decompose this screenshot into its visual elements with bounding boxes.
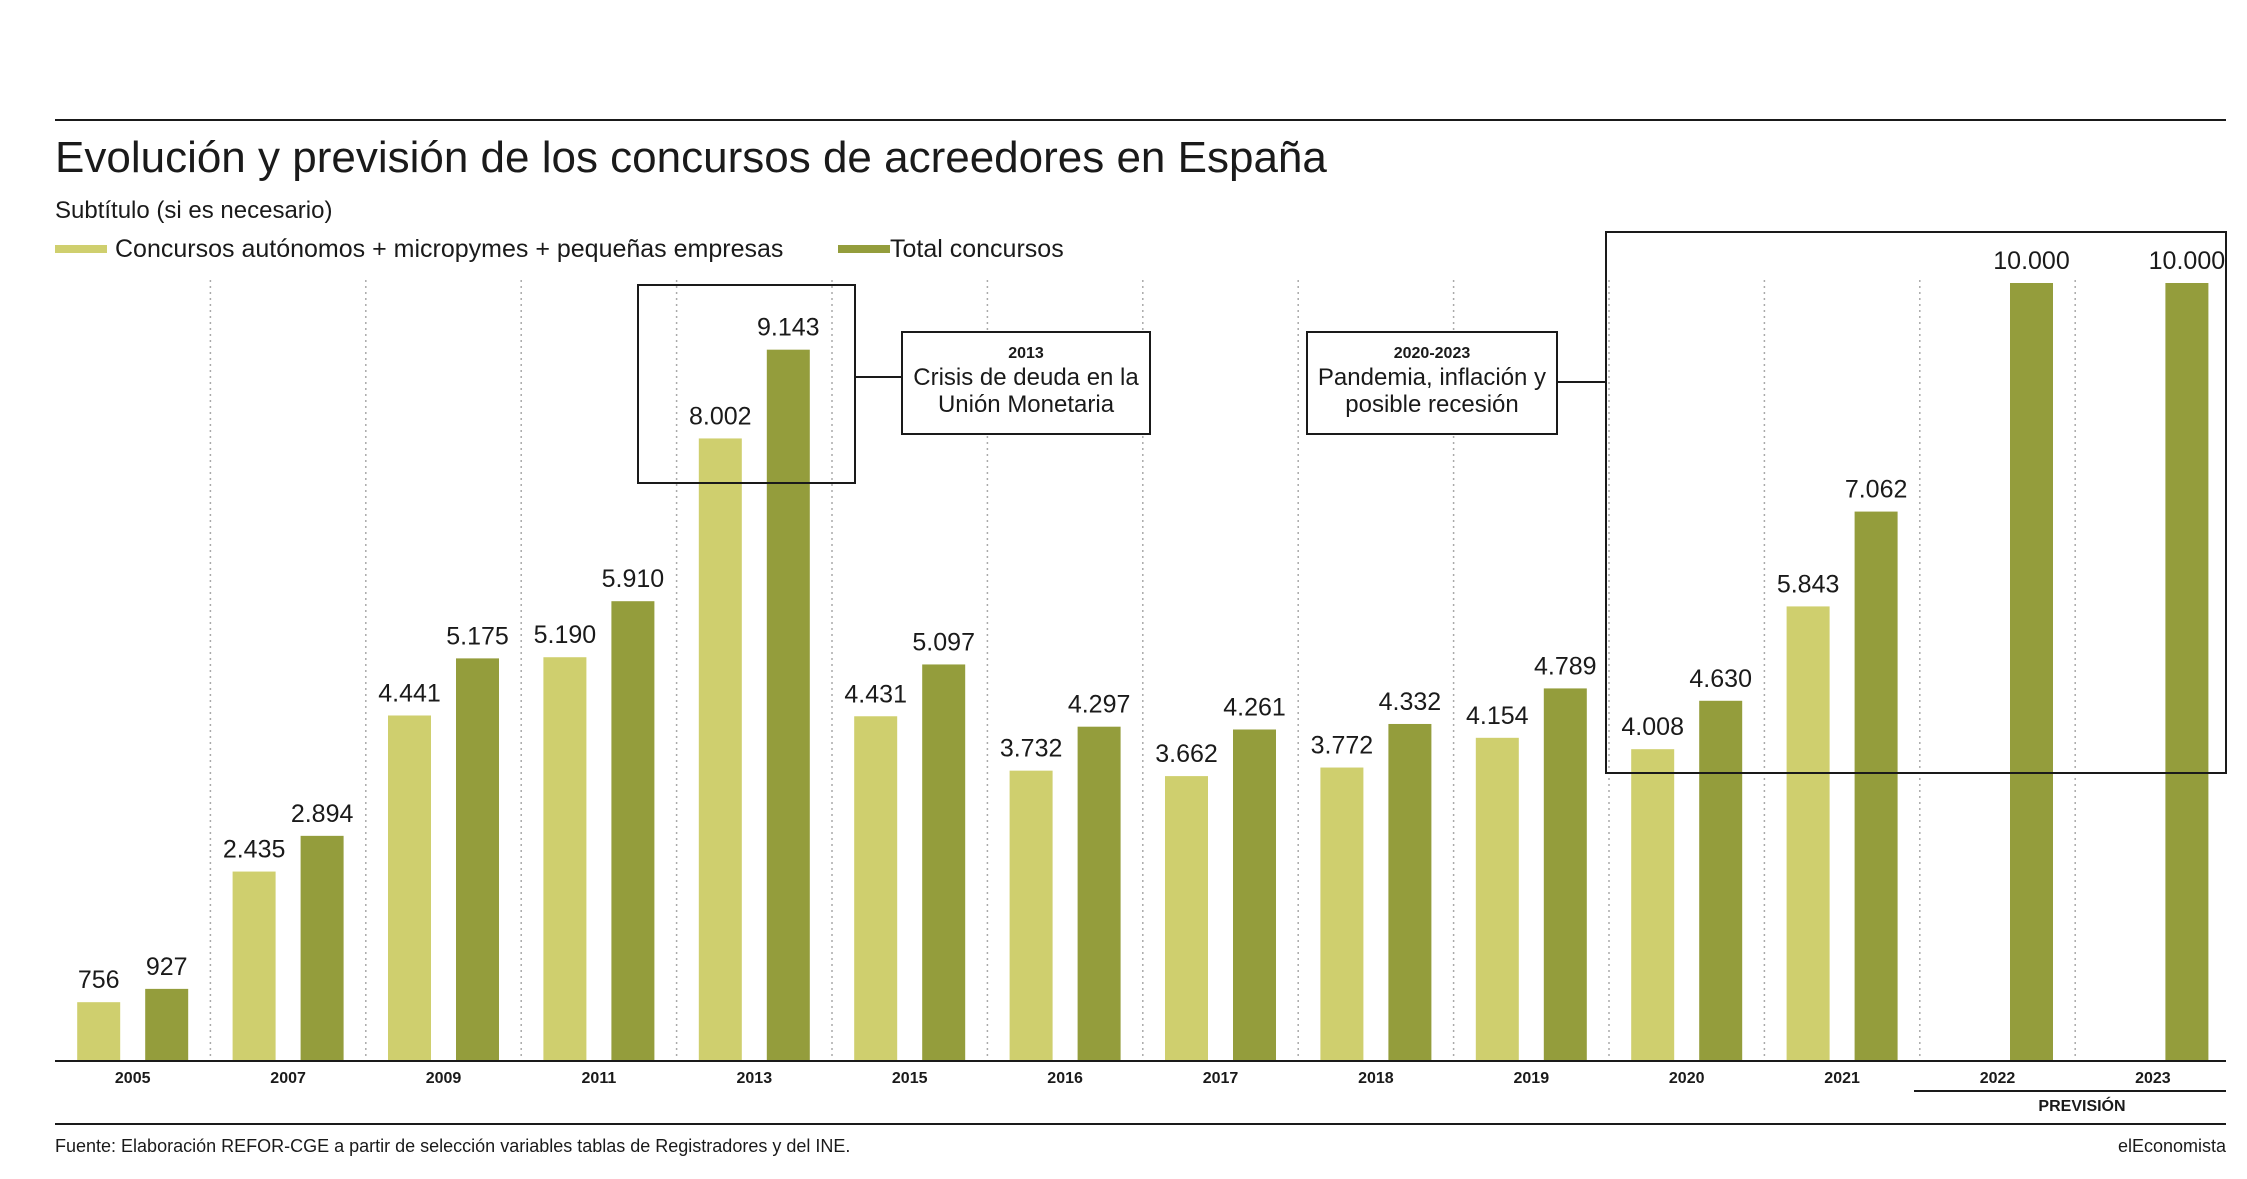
annotation-2013-line-1: Crisis de deuda en la	[913, 364, 1139, 391]
x-tick-2017: 2017	[1203, 1070, 1239, 1087]
chart-subtitle: Subtítulo (si es necesario)	[55, 197, 332, 224]
value-label-total-2009: 5.175	[446, 622, 509, 650]
x-tick-2005: 2005	[115, 1070, 151, 1087]
x-tick-2018: 2018	[1358, 1070, 1394, 1087]
legend-swatch-dark	[838, 245, 890, 253]
annotation-2013-highlight	[637, 284, 856, 484]
bar-small-business-2021	[1786, 606, 1830, 1061]
value-label-small-business-2015: 4.431	[844, 680, 907, 708]
bar-small-business-2019	[1475, 737, 1519, 1061]
bar-total-2007	[300, 835, 344, 1061]
forecast-label: PREVISIÓN	[2038, 1096, 2125, 1115]
value-label-total-2007: 2.894	[291, 800, 354, 828]
annotation-2020-2023-line-2: posible recesión	[1345, 391, 1518, 418]
value-label-total-2015: 5.097	[912, 628, 975, 656]
bar-small-business-2013	[698, 438, 742, 1061]
x-tick-2022: 2022	[1980, 1070, 2016, 1087]
bar-small-business-2011	[543, 657, 587, 1061]
bar-total-2015	[922, 664, 966, 1061]
gridlines	[209, 280, 2076, 1061]
bar-total-2011	[611, 601, 655, 1061]
value-label-total-2005: 927	[146, 953, 188, 981]
annotation-2013-box	[901, 331, 1151, 435]
x-tick-2020: 2020	[1669, 1070, 1705, 1087]
bar-small-business-2016	[1009, 770, 1053, 1061]
annotation-2013-year: 2013	[1008, 345, 1044, 362]
x-tick-2015: 2015	[892, 1070, 928, 1087]
bar-small-business-2007	[232, 871, 276, 1061]
value-label-small-business-2021: 5.843	[1777, 570, 1840, 598]
bar-total-2016	[1077, 726, 1121, 1061]
bar-total-2021	[1854, 511, 1898, 1061]
bar-total-2020	[1699, 700, 1743, 1061]
bar-total-2022	[2010, 283, 2053, 1061]
value-label-total-2013: 9.143	[757, 314, 820, 342]
value-label-total-2021: 7.062	[1845, 476, 1908, 504]
value-label-small-business-2009: 4.441	[378, 679, 441, 707]
annotation-2013-line-2: Unión Monetaria	[938, 391, 1115, 418]
bar-total-2017	[1233, 729, 1276, 1061]
value-label-total-2022: 10.000	[1993, 247, 2069, 275]
value-label-total-2018: 4.332	[1379, 688, 1442, 716]
legend-label-dark: Total concursos	[890, 235, 1064, 263]
annotation-2020-2023-line-1: Pandemia, inflación y	[1318, 364, 1546, 391]
legend-swatch-light	[55, 245, 107, 253]
x-tick-2016: 2016	[1047, 1070, 1083, 1087]
value-label-small-business-2020: 4.008	[1621, 713, 1684, 741]
x-tick-2023: 2023	[2135, 1070, 2171, 1087]
bar-small-business-2009	[388, 715, 431, 1061]
x-tick-2007: 2007	[270, 1070, 306, 1087]
value-label-small-business-2016: 3.732	[1000, 735, 1063, 763]
bars	[77, 283, 2209, 1062]
source-note: Fuente: Elaboración REFOR-CGE a partir d…	[55, 1136, 850, 1156]
value-label-small-business-2007: 2.435	[223, 836, 286, 864]
x-tick-2011: 2011	[582, 1070, 617, 1087]
x-tick-2021: 2021	[1824, 1070, 1860, 1087]
value-label-total-2011: 5.910	[602, 565, 665, 593]
x-tick-2009: 2009	[426, 1070, 462, 1087]
bar-total-2009	[456, 658, 499, 1061]
bar-small-business-2017	[1165, 776, 1208, 1061]
value-label-small-business-2019: 4.154	[1466, 702, 1529, 730]
value-label-small-business-2018: 3.772	[1311, 732, 1374, 760]
value-label-small-business-2013: 8.002	[689, 402, 752, 430]
bar-small-business-2020	[1631, 749, 1675, 1061]
bar-total-2023	[2165, 283, 2209, 1061]
brand-logo: elEconomista	[2118, 1136, 2227, 1156]
value-label-small-business-2017: 3.662	[1155, 740, 1218, 768]
annotation-2020-2023-highlight	[1605, 231, 2227, 774]
bar-small-business-2005	[77, 1002, 121, 1061]
legend-label-light: Concursos autónomos + micropymes + peque…	[115, 235, 783, 263]
annotation-2020-2023: 2020-2023 Pandemia, inflación y posible …	[1306, 231, 2227, 774]
bar-total-2013	[766, 349, 810, 1062]
value-label-small-business-2011: 5.190	[534, 621, 597, 649]
annotation-2020-2023-year: 2020-2023	[1394, 345, 1471, 362]
value-label-total-2020: 4.630	[1689, 665, 1752, 693]
value-label-small-business-2005: 756	[78, 966, 120, 994]
value-label-total-2023: 10.000	[2149, 247, 2225, 275]
annotation-2020-2023-box	[1306, 331, 1558, 435]
bar-small-business-2015	[854, 716, 898, 1061]
bar-total-2018	[1388, 723, 1432, 1061]
bar-small-business-2018	[1320, 767, 1364, 1061]
legend: Concursos autónomos + micropymes + peque…	[55, 235, 1064, 263]
x-axis-ticks: 2005 2007 2009 2011 2013 2015 2016 2017 2018 2019…	[115, 1070, 2171, 1087]
value-label-total-2016: 4.297	[1068, 691, 1131, 719]
value-label-total-2019: 4.789	[1534, 652, 1597, 680]
annotation-2013: 2013 Crisis de deuda en la Unión Monetar…	[637, 284, 1151, 484]
x-tick-2019: 2019	[1514, 1070, 1550, 1087]
bar-total-2019	[1543, 688, 1587, 1061]
value-label-total-2017: 4.261	[1223, 693, 1286, 721]
x-tick-2013: 2013	[737, 1070, 773, 1087]
bar-total-2005	[145, 988, 189, 1061]
chart-title: Evolución y previsión de los concursos d…	[55, 133, 1327, 182]
